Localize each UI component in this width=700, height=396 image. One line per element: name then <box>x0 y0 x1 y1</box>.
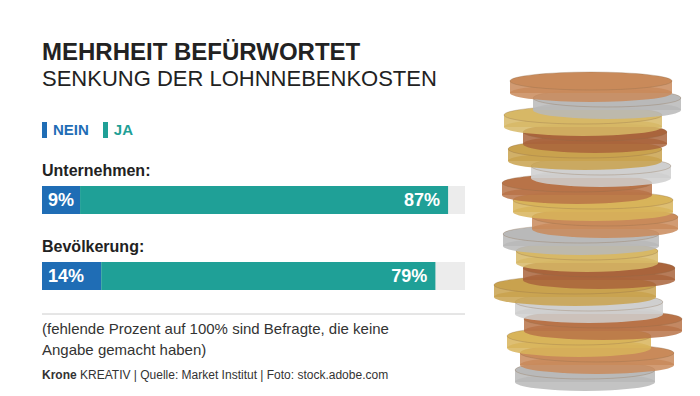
svg-text:79%: 79% <box>391 266 427 286</box>
html-text:MEHRHEIT BEFÜRWORTET: MEHRHEIT BEFÜRWORTET <box>42 38 361 65</box>
html-text:NEIN: NEIN <box>53 121 89 138</box>
html-text:Krone KREATIV | Quelle: Market: Krone KREATIV | Quelle: Market Institut … <box>42 368 389 382</box>
svg-text:14%: 14% <box>48 266 84 286</box>
html-text:SENKUNG DER LOHNNEBENKOSTEN: SENKUNG DER LOHNNEBENKOSTEN <box>42 66 437 91</box>
svg-text:Unternehmen:: Unternehmen: <box>42 162 150 179</box>
html-text:JA: JA <box>113 121 133 138</box>
html-text:(fehlende Prozent auf 100% sin: (fehlende Prozent auf 100% sind Befragte… <box>42 320 389 358</box>
svg-text:87%: 87% <box>404 190 440 210</box>
svg-text:Bevölkerung:: Bevölkerung: <box>42 238 144 255</box>
svg-text:9%: 9% <box>48 190 74 210</box>
